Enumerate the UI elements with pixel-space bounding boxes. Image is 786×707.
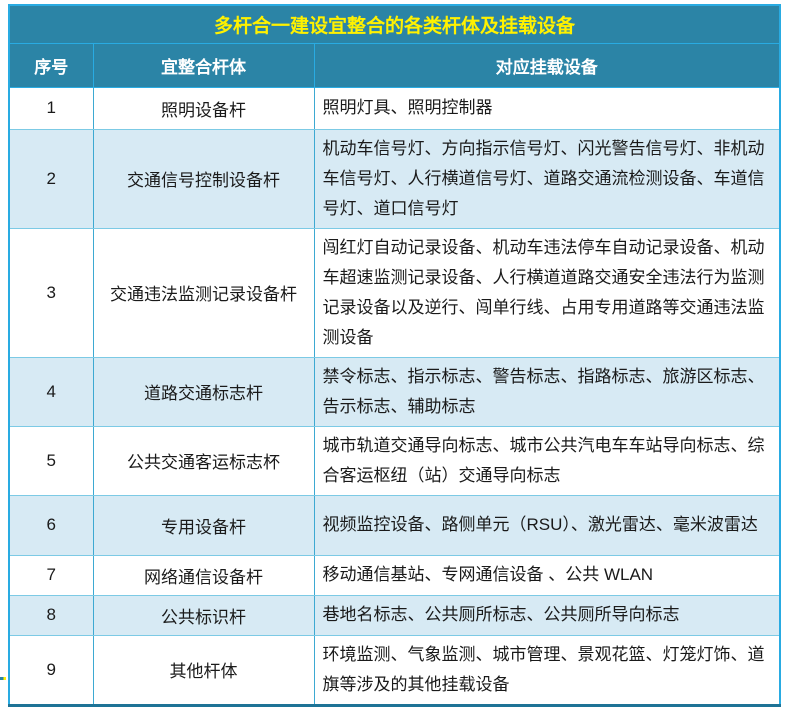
cell-devices: 移动通信基站、专网通信设备 、公共 WLAN	[313, 555, 781, 596]
cell-devices: 视频监控设备、路侧单元（RSU）、激光雷达、毫米波雷达	[313, 495, 781, 556]
table-row: 5 公共交通客运标志杯 城市轨道交通导向标志、城市公共汽电车车站导向标志、综合客…	[9, 426, 781, 496]
bottom-left-artifact	[0, 677, 6, 680]
cell-no: 8	[9, 595, 93, 636]
cell-pole: 交通信号控制设备杆	[92, 129, 314, 229]
cell-no: 5	[9, 426, 93, 496]
table-row: 9 其他杆体 环境监测、气象监测、城市管理、景观花篮、灯笼灯饰、道旗等涉及的其他…	[9, 635, 781, 705]
cell-pole: 公共标识杆	[92, 595, 314, 636]
table-row: 2 交通信号控制设备杆 机动车信号灯、方向指示信号灯、闪光警告信号灯、非机动车信…	[9, 129, 781, 229]
cell-pole: 专用设备杆	[92, 495, 314, 556]
cell-devices: 禁令标志、指示标志、警告标志、指路标志、旅游区标志、告示标志、辅助标志	[313, 357, 781, 427]
cell-no: 1	[9, 87, 93, 130]
cell-pole: 照明设备杆	[92, 87, 314, 130]
pole-integration-table: 多杆合一建设宜整合的各类杆体及挂载设备 序号 宜整合杆体 对应挂载设备 1 照明…	[8, 4, 782, 707]
cell-devices: 闯红灯自动记录设备、机动车违法停车自动记录设备、机动车超速监测记录设备、人行横道…	[313, 228, 781, 358]
cell-no: 9	[9, 635, 93, 705]
cell-pole: 其他杆体	[92, 635, 314, 705]
cell-no: 2	[9, 129, 93, 229]
table-row: 4 道路交通标志杆 禁令标志、指示标志、警告标志、指路标志、旅游区标志、告示标志…	[9, 357, 781, 427]
table-row: 8 公共标识杆 巷地名标志、公共厕所标志、公共厕所导向标志	[9, 595, 781, 636]
cell-devices: 照明灯具、照明控制器	[313, 87, 781, 130]
cell-devices: 环境监测、气象监测、城市管理、景观花篮、灯笼灯饰、道旗等涉及的其他挂载设备	[313, 635, 781, 705]
cell-devices: 机动车信号灯、方向指示信号灯、闪光警告信号灯、非机动车信号灯、人行横道信号灯、道…	[313, 129, 781, 229]
table-row: 7 网络通信设备杆 移动通信基站、专网通信设备 、公共 WLAN	[9, 555, 781, 596]
cell-no: 7	[9, 555, 93, 596]
cell-pole: 公共交通客运标志杯	[92, 426, 314, 496]
cell-pole: 道路交通标志杆	[92, 357, 314, 427]
table-row: 3 交通违法监测记录设备杆 闯红灯自动记录设备、机动车违法停车自动记录设备、机动…	[9, 228, 781, 358]
column-header-pole: 宜整合杆体	[92, 43, 314, 88]
table-row: 1 照明设备杆 照明灯具、照明控制器	[9, 87, 781, 130]
cell-no: 6	[9, 495, 93, 556]
cell-pole: 网络通信设备杆	[92, 555, 314, 596]
cell-devices: 巷地名标志、公共厕所标志、公共厕所导向标志	[313, 595, 781, 636]
table-title-row: 多杆合一建设宜整合的各类杆体及挂载设备	[9, 5, 781, 44]
table-title: 多杆合一建设宜整合的各类杆体及挂载设备	[9, 5, 781, 44]
cell-pole: 交通违法监测记录设备杆	[92, 228, 314, 358]
column-header-no: 序号	[9, 43, 93, 88]
table-row: 6 专用设备杆 视频监控设备、路侧单元（RSU）、激光雷达、毫米波雷达	[9, 495, 781, 556]
integration-table-container: 多杆合一建设宜整合的各类杆体及挂载设备 序号 宜整合杆体 对应挂载设备 1 照明…	[8, 4, 782, 707]
column-header-devices: 对应挂载设备	[313, 43, 781, 88]
cell-no: 3	[9, 228, 93, 358]
table-header-row: 序号 宜整合杆体 对应挂载设备	[9, 43, 781, 88]
cell-no: 4	[9, 357, 93, 427]
cell-devices: 城市轨道交通导向标志、城市公共汽电车车站导向标志、综合客运枢纽（站）交通导向标志	[313, 426, 781, 496]
